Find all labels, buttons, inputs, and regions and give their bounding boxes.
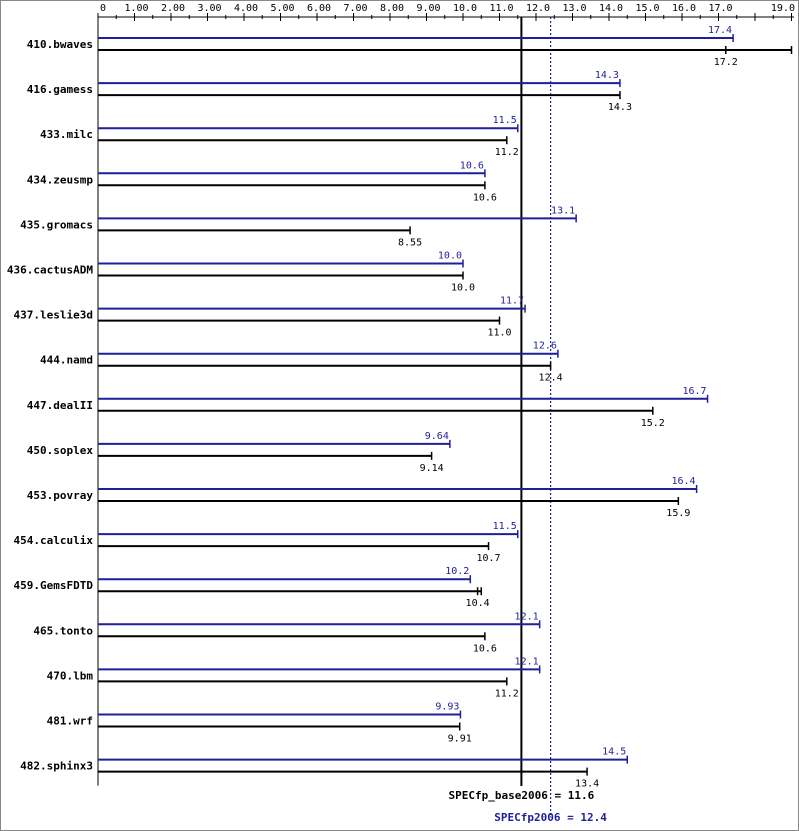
peak-value-label: 17.4 — [708, 25, 732, 36]
peak-value-label: 9.93 — [435, 702, 459, 713]
x-tick-label: 15.0 — [635, 3, 659, 14]
benchmark-label: 454.calculix — [14, 534, 94, 547]
peak-value-label: 12.6 — [533, 341, 557, 352]
base-value-label: 11.2 — [495, 688, 519, 699]
x-tick-label: 12.0 — [526, 3, 550, 14]
peak-value-label: 9.64 — [425, 431, 449, 442]
base-value-label: 17.2 — [714, 57, 738, 68]
x-tick-label: 19.0 — [771, 3, 795, 14]
peak-value-label: 12.1 — [515, 656, 539, 667]
benchmark-label: 410.bwaves — [27, 38, 93, 51]
base-value-label: 14.3 — [608, 102, 632, 113]
x-tick-label: 9.00 — [416, 3, 440, 14]
base-value-label: 10.6 — [473, 192, 497, 203]
x-tick-label: 7.00 — [343, 3, 367, 14]
base-value-label: 9.91 — [448, 734, 472, 745]
benchmark-label: 435.gromacs — [20, 218, 93, 231]
peak-value-label: 11.5 — [493, 115, 517, 126]
peak-value-label: 16.7 — [682, 386, 706, 397]
x-tick-label: 2.00 — [161, 3, 185, 14]
benchmark-label: 434.zeusmp — [27, 173, 94, 186]
x-tick-label: 0 — [100, 3, 106, 14]
base-value-label: 10.4 — [466, 598, 490, 609]
base-value-label: 10.0 — [451, 283, 475, 294]
peak-value-label: 16.4 — [672, 476, 696, 487]
base-value-label: 11.2 — [495, 147, 519, 158]
x-tick-label: 16.0 — [672, 3, 696, 14]
x-tick-label: 8.00 — [380, 3, 404, 14]
x-tick-label: 13.0 — [562, 3, 586, 14]
peak-reference-label: SPECfp2006 = 12.4 — [494, 811, 607, 824]
benchmark-label: 482.sphinx3 — [20, 760, 93, 773]
x-tick-label: 3.00 — [197, 3, 221, 14]
benchmark-label: 447.dealII — [27, 399, 93, 412]
base-reference-label: SPECfp_base2006 = 11.6 — [449, 789, 595, 802]
base-value-label: 12.4 — [539, 373, 563, 384]
peak-value-label: 10.6 — [460, 160, 484, 171]
peak-value-label: 13.1 — [551, 205, 575, 216]
base-value-label: 9.14 — [420, 463, 444, 474]
peak-value-label: 12.1 — [515, 611, 539, 622]
benchmark-label: 453.povray — [27, 489, 94, 502]
benchmark-label: 437.leslie3d — [14, 309, 93, 322]
peak-value-label: 11.5 — [493, 521, 517, 532]
benchmark-label: 481.wrf — [47, 715, 93, 728]
x-tick-label: 1.00 — [124, 3, 148, 14]
base-value-label: 15.2 — [641, 418, 665, 429]
x-tick-label: 5.00 — [270, 3, 294, 14]
benchmark-label: 470.lbm — [47, 669, 94, 682]
benchmark-label: 459.GemsFDTD — [14, 579, 94, 592]
peak-value-label: 14.3 — [595, 70, 619, 81]
x-tick-label: 17.0 — [708, 3, 732, 14]
base-value-label: 13.4 — [575, 779, 599, 790]
benchmark-label: 436.cactusADM — [7, 264, 93, 277]
x-tick-label: 14.0 — [599, 3, 623, 14]
x-tick-label: 6.00 — [307, 3, 331, 14]
x-tick-label: 4.00 — [234, 3, 258, 14]
x-tick-label: 10.0 — [453, 3, 477, 14]
benchmark-label: 416.gamess — [27, 83, 93, 96]
peak-value-label: 14.5 — [602, 747, 626, 758]
x-tick-label: 11.0 — [489, 3, 513, 14]
base-value-label: 10.6 — [473, 643, 497, 654]
peak-value-label: 10.2 — [445, 566, 469, 577]
base-value-label: 10.7 — [477, 553, 501, 564]
benchmark-label: 444.namd — [40, 354, 93, 367]
benchmark-label: 433.milc — [40, 128, 93, 141]
peak-value-label: 11.7 — [500, 296, 524, 307]
base-value-label: 15.9 — [666, 508, 690, 519]
base-value-label: 8.55 — [398, 237, 422, 248]
benchmark-label: 450.soplex — [27, 444, 94, 457]
base-value-label: 11.0 — [487, 328, 511, 339]
benchmark-label: 465.tonto — [33, 624, 93, 637]
peak-value-label: 10.0 — [438, 251, 462, 262]
